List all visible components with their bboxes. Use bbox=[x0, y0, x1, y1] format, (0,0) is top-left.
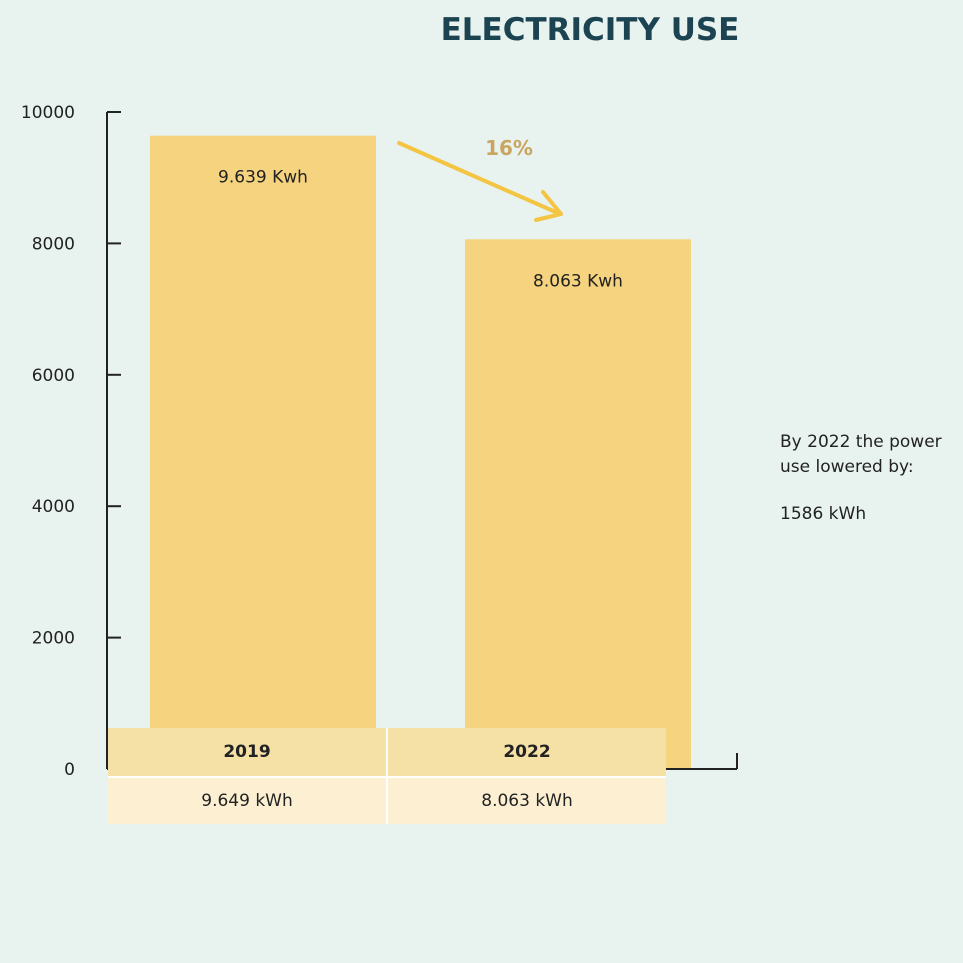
y-tick-label: 4000 bbox=[32, 497, 75, 517]
bar-2019 bbox=[150, 135, 376, 769]
table-row: 9.649 kWh 8.063 kWh bbox=[108, 776, 666, 824]
table-cell: 8.063 kWh bbox=[387, 776, 666, 824]
bar-data-label: 9.639 Kwh bbox=[218, 168, 308, 188]
table-header-row: 2019 2022 bbox=[108, 728, 666, 777]
y-tick-label: 2000 bbox=[32, 629, 75, 649]
chart-title: ELECTRICITY USE bbox=[441, 12, 740, 48]
bar-2022 bbox=[465, 239, 691, 770]
percent-change-label: 16% bbox=[485, 136, 533, 160]
decrease-arrow-head bbox=[534, 190, 563, 222]
side-note: By 2022 the power use lowered by: 1586 k… bbox=[780, 430, 963, 527]
bar-data-label: 8.063 Kwh bbox=[533, 271, 623, 291]
y-tick-label: 10000 bbox=[21, 103, 75, 123]
plot-area: 9.639 Kwh 2019 8.063 Kwh 2022 0 2000 4000 6000 8… bbox=[21, 103, 738, 822]
side-note-text: By 2022 the power use lowered by: bbox=[780, 432, 942, 477]
table-header-cell: 2019 bbox=[108, 728, 388, 777]
data-table: 2019 2022 9.649 kWh 8.063 kWh bbox=[108, 728, 666, 824]
table-header-cell: 2022 bbox=[387, 728, 666, 777]
decrease-arrow bbox=[397, 141, 562, 216]
y-tick-label: 0 bbox=[64, 760, 75, 780]
y-tick-label: 6000 bbox=[32, 366, 75, 386]
y-tick-label: 8000 bbox=[32, 234, 75, 254]
side-note-value: 1586 kWh bbox=[780, 504, 867, 524]
table-cell: 9.649 kWh bbox=[108, 776, 388, 824]
